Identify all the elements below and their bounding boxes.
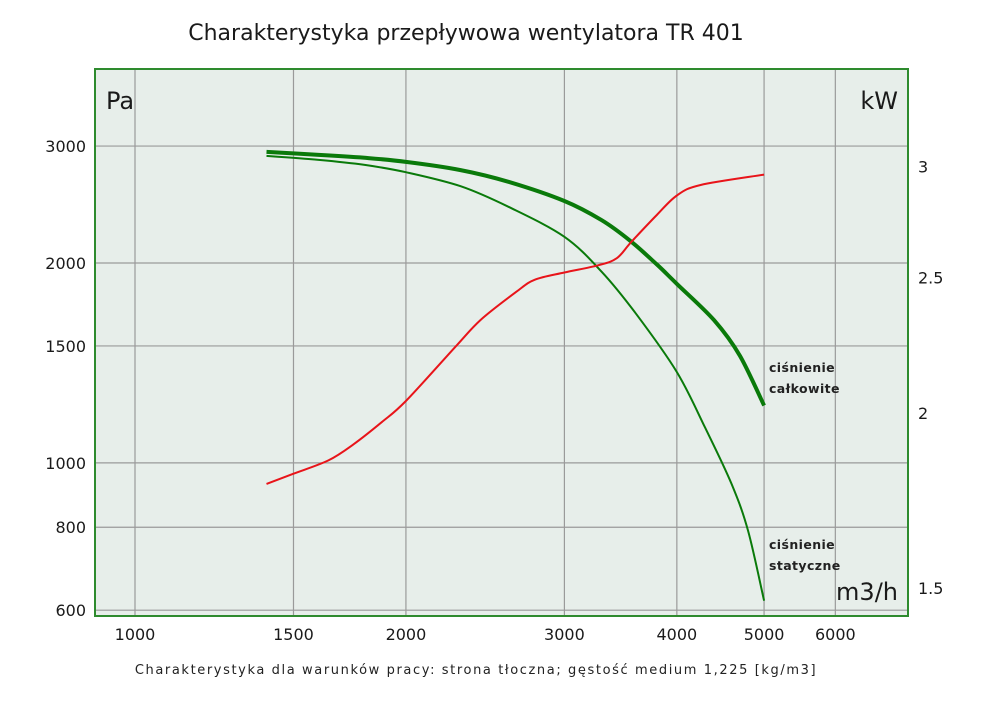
series-layer [266,149,766,601]
x-tick-label-1500: 1500 [273,625,314,644]
plot-area [95,69,908,616]
chart-footnote: Charakterystyka dla warunków pracy: stro… [135,663,817,678]
plot-frame [94,68,909,617]
x-tick-label-4000: 4000 [656,625,697,644]
y-tick-label-1500: 1500 [45,337,86,356]
x-tick-label-6000: 6000 [815,625,856,644]
y2-tick-label-2.5: 2.5 [918,268,943,287]
x-axis-unit-label: m3/h [836,578,898,606]
annotation-total-pressure-line2: całkowite [769,381,840,396]
y-axis-unit-label: Pa [106,87,134,115]
x-tick-label-1000: 1000 [115,625,156,644]
y-tick-label-2000: 2000 [45,254,86,273]
tick-labels: 1000 1500 2000 3000 4000 5000 6000 600 800 1000 15… [45,137,943,644]
x-tick-label-3000: 3000 [544,625,585,644]
y-tick-label-600: 600 [55,601,86,620]
y-tick-label-3000: 3000 [45,137,86,156]
total-pressure-curve [266,149,766,407]
x-tick-label-5000: 5000 [744,625,785,644]
y-tick-label-1000: 1000 [45,454,86,473]
static-pressure-curve [266,154,766,601]
chart-title: Charakterystyka przepływowa wentylatora … [188,21,744,46]
power-curve [266,173,765,485]
y2-tick-label-1.5: 1.5 [918,579,943,598]
annotation-static-pressure-line1: ciśnienie [769,537,835,552]
y-tick-label-800: 800 [55,518,86,537]
annotation-static-pressure-line2: statyczne [769,558,841,573]
grid [95,69,908,616]
x-tick-label-2000: 2000 [386,625,427,644]
y2-tick-label-2: 2 [918,404,928,423]
y2-axis-unit-label: kW [860,87,898,115]
y2-tick-label-3: 3 [918,157,928,176]
annotation-total-pressure-line1: ciśnienie [769,360,835,375]
